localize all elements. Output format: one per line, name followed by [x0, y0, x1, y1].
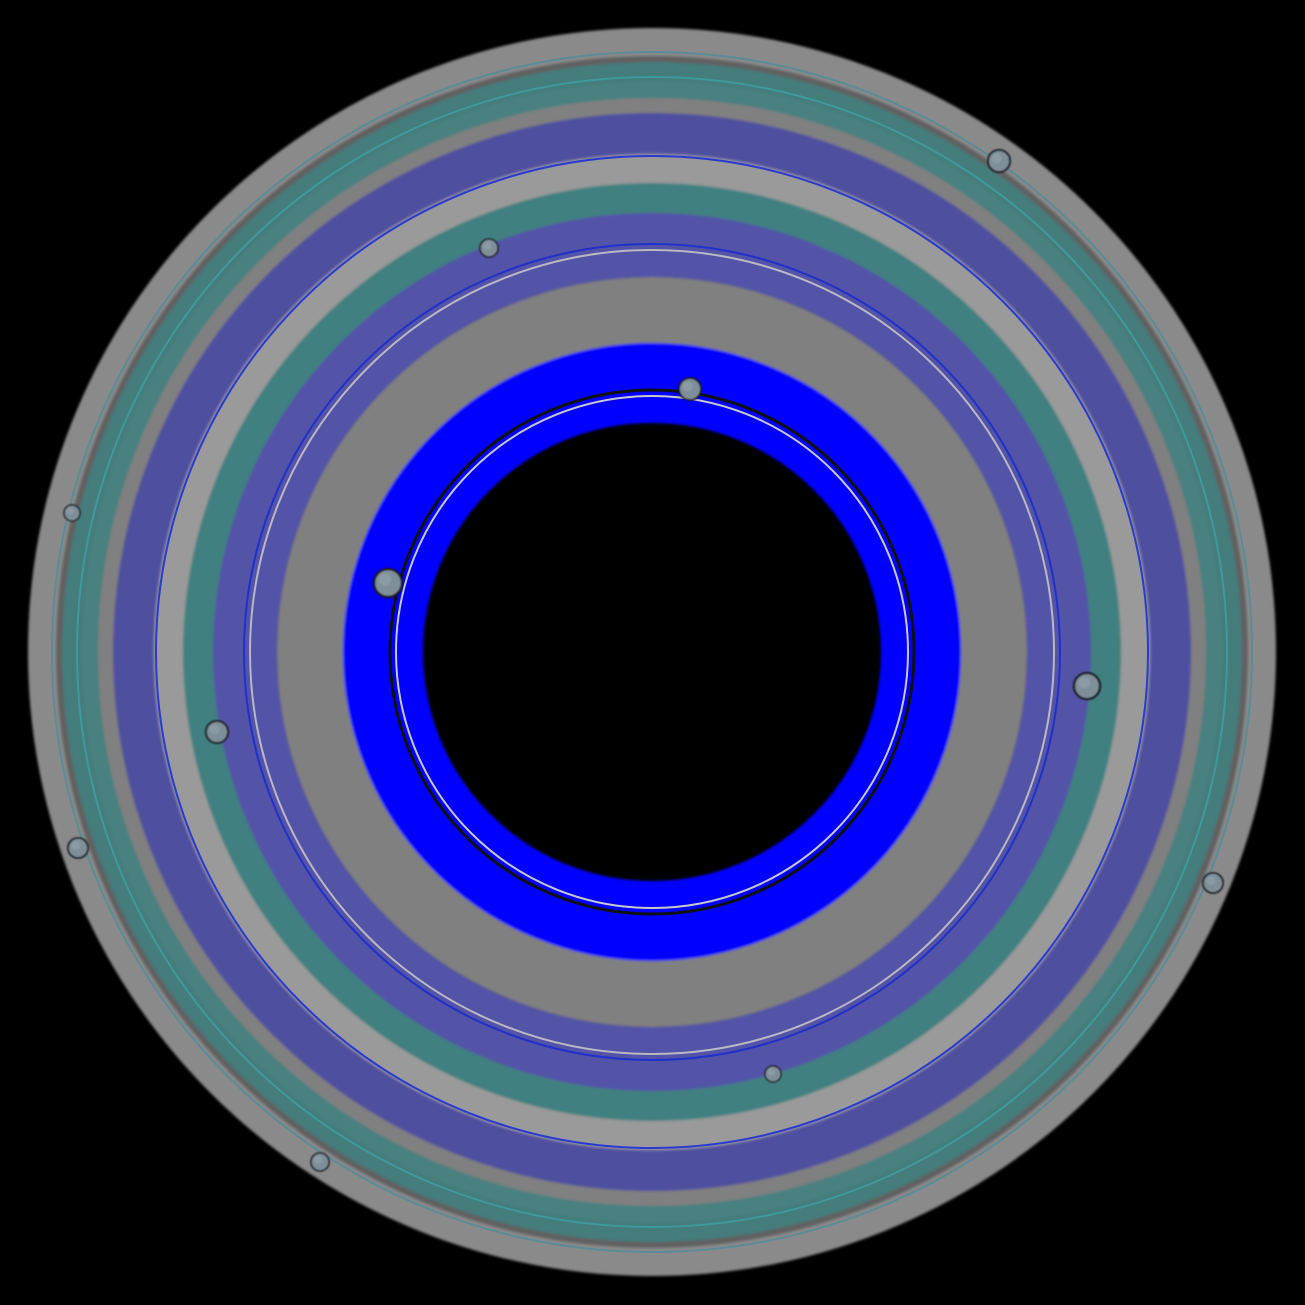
marker-06[interactable] [205, 720, 229, 744]
marker-04[interactable] [372, 567, 404, 599]
marker-06-highlight [209, 724, 220, 735]
orbit-line-inner-light [395, 395, 909, 909]
marker-11-highlight [313, 1155, 323, 1164]
orbit-line-mid-light [249, 249, 1055, 1055]
marker-07-highlight [71, 841, 81, 850]
marker-01[interactable] [987, 149, 1011, 173]
marker-02[interactable] [479, 238, 499, 258]
marker-08[interactable] [1072, 671, 1102, 701]
marker-08-highlight [1078, 676, 1090, 689]
ring-01-inner-blue [341, 341, 963, 963]
marker-03[interactable] [678, 377, 702, 401]
orbit-line-rim [51, 51, 1253, 1253]
marker-09[interactable] [1202, 872, 1224, 894]
marker-10-highlight [767, 1068, 775, 1076]
ring-05-lightgray [153, 153, 1151, 1151]
orbit-line-layer [51, 51, 1253, 1253]
marker-05[interactable] [63, 504, 81, 522]
marker-07[interactable] [67, 837, 89, 859]
marker-01-highlight [991, 153, 1002, 164]
marker-layer [63, 149, 1224, 1172]
marker-11[interactable] [310, 1152, 330, 1172]
marker-03-highlight [682, 381, 693, 392]
ring-band-layer [28, 28, 1276, 1276]
ring-02-gray [277, 277, 1027, 1027]
marker-02-highlight [482, 241, 492, 250]
orbit-line-inner-dark [388, 388, 916, 916]
orbit-line-outer-blue [155, 155, 1149, 1149]
marker-09-highlight [1206, 876, 1216, 885]
orbit-line-outer-teal [76, 76, 1228, 1228]
ring-06-purple-wide [110, 110, 1194, 1194]
ring-10-gray-outer [28, 28, 1276, 1276]
marker-10[interactable] [764, 1065, 782, 1083]
marker-05-highlight [66, 507, 74, 515]
ring-04-teal [181, 181, 1123, 1123]
ring-09-teal-outer [62, 62, 1242, 1242]
marker-04-highlight [378, 573, 392, 586]
orbit-line-mid-blue [243, 243, 1061, 1061]
